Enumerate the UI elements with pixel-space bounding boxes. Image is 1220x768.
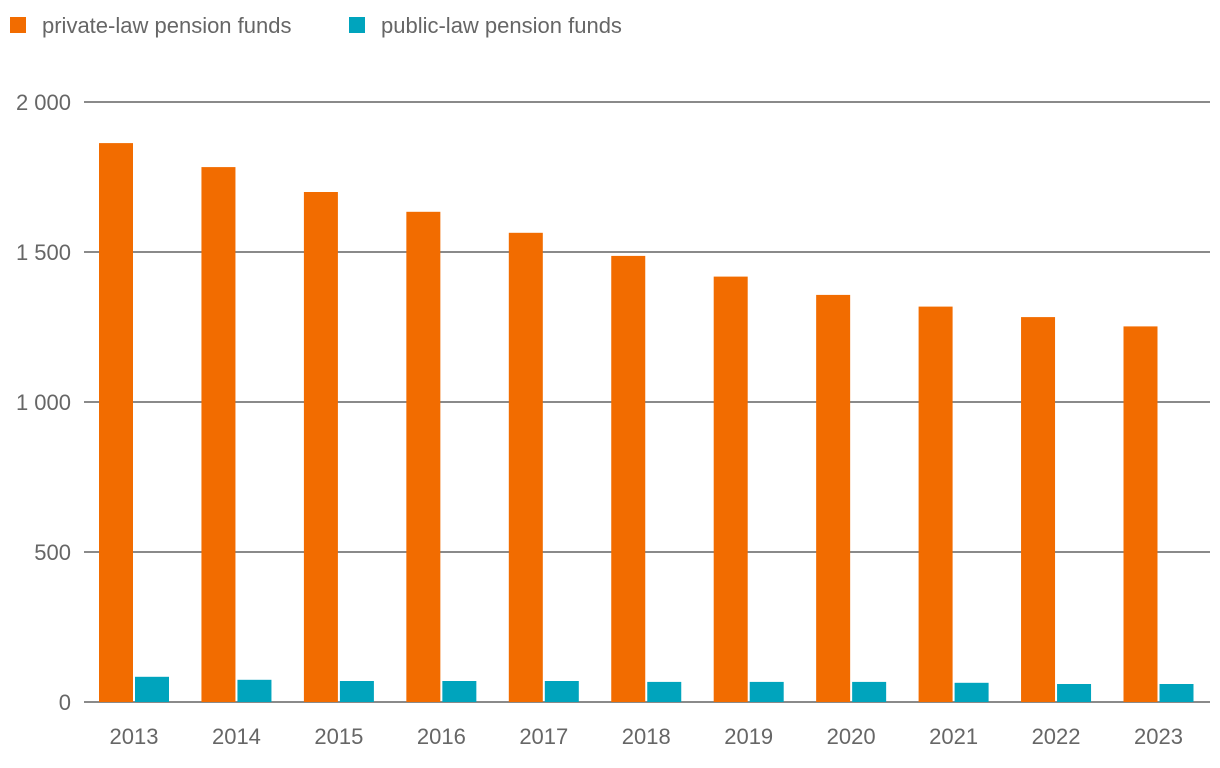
bar-private-law [1021, 317, 1056, 702]
legend-item-private: private-law pension funds [10, 13, 291, 38]
bar-public-law [852, 681, 887, 702]
bar-private-law [918, 306, 953, 702]
legend-label-public: public-law pension funds [381, 13, 622, 38]
bar-private-law [201, 167, 236, 703]
bar-public-law [1159, 684, 1194, 702]
x-tick-label: 2013 [110, 724, 159, 749]
x-tick-label: 2019 [724, 724, 773, 749]
bar-private-law [816, 294, 851, 702]
y-tick-label: 0 [59, 690, 71, 715]
x-tick-label: 2014 [212, 724, 261, 749]
y-tick-label: 1 000 [16, 390, 71, 415]
legend-item-public: public-law pension funds [349, 13, 622, 38]
x-tick-label: 2018 [622, 724, 671, 749]
bar-private-law [508, 232, 543, 703]
x-tick-label: 2017 [519, 724, 568, 749]
bar-private-law [406, 211, 441, 703]
x-tick-label: 2021 [929, 724, 978, 749]
legend-swatch-public [349, 17, 365, 33]
x-tick-label: 2016 [417, 724, 466, 749]
legend-swatch-private [10, 17, 26, 33]
x-tick-label: 2020 [827, 724, 876, 749]
bar-public-law [954, 682, 989, 702]
bar-public-law [647, 681, 682, 702]
bar-public-law [442, 681, 477, 702]
x-tick-label: 2023 [1134, 724, 1183, 749]
bar-private-law [99, 143, 133, 703]
bar-public-law [544, 681, 579, 702]
bar-public-law [749, 681, 784, 702]
y-tick-label: 2 000 [16, 90, 71, 115]
bar-public-law [135, 676, 169, 702]
x-tick-label: 2015 [314, 724, 363, 749]
bar-public-law [339, 681, 374, 702]
bar-private-law [303, 192, 338, 702]
x-axis-tick-labels: 2013 2014 2015 2016 2017 2018 2019 2020 2021 2022… [110, 724, 1183, 749]
bar-private-law [1123, 326, 1158, 702]
y-tick-label: 500 [34, 540, 71, 565]
bar-private-law [713, 276, 748, 702]
y-axis-tick-labels: 0 500 1 000 1 500 2 000 [16, 90, 71, 715]
bar-public-law [1057, 684, 1092, 702]
bar-private-law [611, 255, 646, 702]
bar-public-law [237, 679, 272, 702]
bars [99, 143, 1194, 703]
legend: private-law pension funds public-law pen… [10, 13, 622, 38]
x-tick-label: 2022 [1032, 724, 1081, 749]
legend-label-private: private-law pension funds [42, 13, 291, 38]
y-tick-label: 1 500 [16, 240, 71, 265]
